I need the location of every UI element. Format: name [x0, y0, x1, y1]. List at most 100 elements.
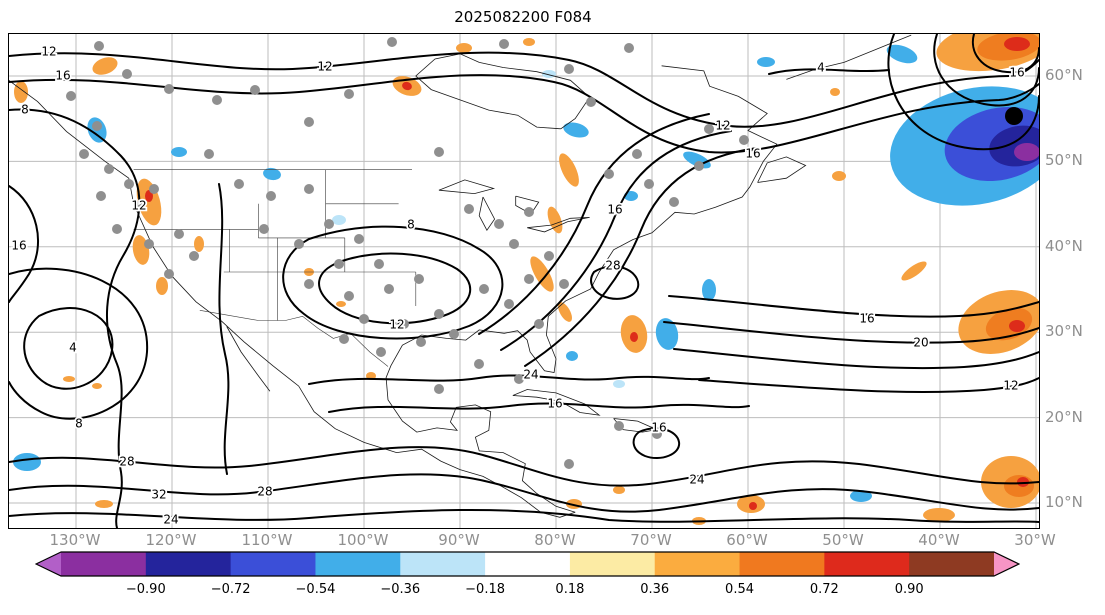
contour-label: 28 — [257, 485, 272, 499]
station-dot — [104, 164, 114, 174]
contour-label: 16 — [745, 147, 760, 161]
station-dot — [79, 149, 89, 159]
station-dot — [96, 191, 106, 201]
lon-tick-label: 50°W — [822, 531, 864, 549]
station-dot — [374, 259, 384, 269]
colorbar-segment — [739, 552, 825, 576]
station-dot — [514, 374, 524, 384]
station-dot — [564, 64, 574, 74]
contour-line-16 — [668, 295, 1039, 318]
anomaly-patch — [263, 167, 281, 181]
anomaly-patch — [14, 81, 28, 103]
lat-tick-label: 60°N — [1045, 66, 1083, 84]
anomaly-patch — [566, 351, 578, 361]
station-dot — [304, 117, 314, 127]
station-dot — [534, 319, 544, 329]
colorbar-segment — [61, 552, 147, 576]
contour-line-20 — [663, 321, 1039, 344]
anomaly-patch — [1014, 143, 1039, 161]
station-dot — [174, 229, 184, 239]
contour-label: 16 — [1009, 66, 1024, 80]
lat-tick-label: 10°N — [1045, 493, 1083, 511]
station-dot — [416, 337, 426, 347]
station-dot — [66, 91, 76, 101]
contour-label: 12 — [389, 318, 404, 332]
contour-line-32 — [9, 473, 1039, 513]
chart-title: 2025082200 F084 — [454, 8, 592, 26]
coastline — [527, 217, 590, 233]
colorbar-tick-label: −0.54 — [295, 582, 336, 597]
station-dot — [204, 149, 214, 159]
station-dot — [359, 314, 369, 324]
station-dot — [144, 239, 154, 249]
anomaly-patch — [92, 57, 118, 75]
station-dot — [164, 84, 174, 94]
colorbar-segment — [145, 552, 232, 576]
lat-tick-label: 30°N — [1045, 322, 1083, 341]
anomaly-patch — [336, 301, 346, 307]
anomaly-patch — [923, 508, 955, 522]
station-dot — [387, 37, 397, 47]
contour-label: 20 — [913, 336, 928, 350]
coastline — [757, 156, 807, 183]
anomaly-patch — [655, 318, 679, 350]
station-dot — [212, 95, 222, 105]
contour-line-20 — [218, 183, 230, 475]
anomaly-patch — [63, 376, 75, 382]
anomaly-patch — [832, 171, 846, 181]
colorbar-segment — [654, 552, 741, 576]
station-dot — [524, 274, 534, 284]
station-dot — [334, 259, 344, 269]
lat-tick-label: 40°N — [1045, 236, 1083, 255]
contour-line-28 — [590, 265, 640, 300]
station-dot — [632, 149, 642, 159]
anomaly-patch — [132, 235, 150, 265]
station-dot — [294, 239, 304, 249]
contour-label: 24 — [689, 473, 704, 487]
station-dot — [344, 291, 354, 301]
anomaly-patch — [523, 38, 535, 46]
coastline — [786, 34, 912, 80]
contour-line-4 — [768, 68, 890, 75]
anomaly-patch — [542, 70, 556, 78]
contour-label: 12 — [715, 119, 730, 133]
station-dot — [122, 69, 132, 79]
colorbar-segment — [824, 552, 910, 576]
anomaly-patch — [901, 261, 927, 281]
contour-line-12 — [9, 51, 1039, 128]
contour-line-12 — [698, 377, 1039, 393]
contour-label: 16 — [651, 421, 666, 435]
lon-tick-label: 60°W — [726, 531, 768, 549]
station-dot — [644, 179, 654, 189]
anomaly-patch — [563, 122, 589, 138]
colorbar-tick-label: 0.36 — [640, 582, 670, 597]
station-dot — [449, 329, 459, 339]
station-dot — [652, 429, 662, 439]
coastline — [438, 179, 496, 195]
station-dot — [94, 41, 104, 51]
lon-tick-label: 120°W — [145, 531, 197, 549]
contour-line-8 — [9, 267, 149, 420]
contour-label: 24 — [523, 368, 538, 382]
contour-line-8 — [282, 225, 504, 340]
map-plot-canvas: 12 16 12 12 16 8 12 16 4 8 28 24 32 28 24 8 12 28 16 16 24 16… — [9, 34, 1039, 528]
station-dot — [354, 234, 364, 244]
colorbar-segment — [400, 552, 486, 576]
colorbar-tick-label: 0.54 — [725, 582, 755, 597]
contour-line-16 — [500, 130, 732, 351]
station-dot — [604, 169, 614, 179]
contour-label: 16 — [607, 203, 622, 217]
coastline — [226, 326, 271, 392]
colorbar-segment — [569, 552, 656, 576]
colorbar-tick-label: −0.90 — [125, 582, 166, 597]
station-dot — [524, 207, 534, 217]
station-dot — [376, 347, 386, 357]
colorbar-tick-label: 0.90 — [894, 582, 924, 597]
anomaly-patch — [702, 279, 716, 301]
contour-line-16 — [9, 74, 1039, 154]
station-dot — [189, 251, 199, 261]
anomaly-patch — [456, 43, 472, 53]
contour-line-20 — [524, 147, 758, 367]
station-dot — [250, 85, 260, 95]
station-dot — [324, 219, 334, 229]
